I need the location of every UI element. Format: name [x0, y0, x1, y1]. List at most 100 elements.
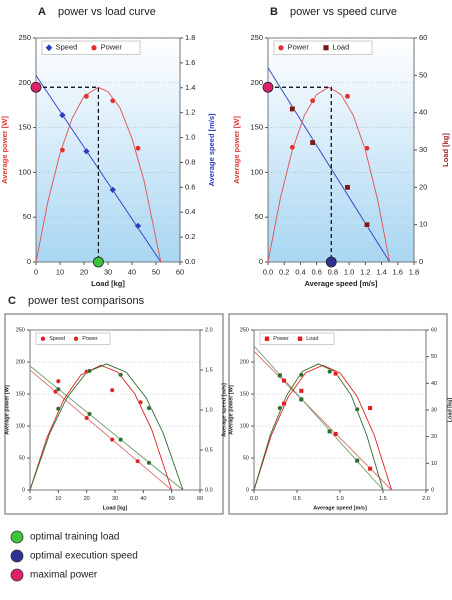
y-tick-label: 100	[250, 167, 263, 176]
x-axis-label: Load [kg]	[91, 279, 125, 288]
y2-tick-label: 10	[431, 461, 437, 467]
x-tick-label: 1.4	[376, 267, 386, 276]
y-tick-label: 150	[18, 123, 31, 132]
data-point	[289, 144, 296, 151]
panel-title: power vs load curve	[58, 6, 156, 18]
legend-marker	[91, 45, 97, 51]
legend-box	[273, 40, 373, 55]
data-point	[109, 387, 115, 393]
legend-swatch	[10, 568, 24, 582]
y-tick-label: 150	[240, 391, 249, 397]
y-tick-label: 50	[255, 212, 263, 221]
y2-tick-label: 10	[419, 220, 427, 229]
x-tick-label: 0	[28, 496, 31, 502]
legend-label: Power	[82, 336, 98, 342]
legend-label: optimal training load	[30, 532, 120, 543]
data-point	[333, 431, 339, 437]
y2-tick-label: 2.0	[205, 327, 213, 333]
data-point	[146, 405, 152, 411]
y-axis-label: Average power [W]	[0, 116, 9, 184]
x-axis-label: Average speed [m/s]	[313, 505, 367, 511]
data-point	[118, 372, 124, 378]
y-tick-label: 0	[259, 257, 263, 266]
x-tick-label: 0	[34, 267, 38, 276]
optimum-guide	[36, 86, 99, 262]
y-tick-label: 250	[16, 327, 25, 333]
data-point	[298, 372, 304, 378]
data-point	[146, 460, 152, 466]
x-tick-label: 1.8	[409, 267, 419, 276]
legend-label: Load	[333, 43, 350, 52]
y-tick-label: 200	[18, 78, 31, 87]
legend-marker	[323, 45, 329, 51]
data-point	[364, 221, 370, 228]
y-tick-label: 50	[19, 455, 25, 461]
legend-box	[35, 332, 111, 345]
data-point	[327, 428, 333, 434]
y2-tick-label: 50	[431, 354, 437, 360]
fit-line	[267, 67, 391, 263]
data-point	[327, 369, 333, 374]
y2-tick-label: 1.8	[185, 33, 195, 42]
x-tick-label: 30	[104, 267, 112, 276]
y2-tick-label: 0.2	[185, 232, 195, 241]
y2-tick-label: 0.8	[185, 157, 195, 166]
y2-axis-label: Load [kg]	[447, 397, 452, 422]
y-tick-label: 200	[240, 359, 249, 365]
y2-tick-label: 40	[419, 108, 427, 117]
plot-area	[267, 37, 415, 263]
data-point	[281, 378, 287, 384]
legend-label: Power	[101, 43, 123, 52]
y-tick-label: 100	[240, 423, 249, 429]
y2-tick-label: 30	[419, 145, 427, 154]
data-point	[354, 407, 360, 412]
fit-line	[35, 86, 162, 263]
legend-label: Speed	[56, 43, 78, 52]
y2-axis-label: Average speed [m/s]	[221, 383, 227, 437]
y2-tick-label: 0.4	[185, 207, 195, 216]
panel-title: power vs speed curve	[290, 6, 397, 18]
y-tick-label: 150	[250, 123, 263, 132]
y2-axis-label: Load [kg]	[441, 133, 450, 167]
y2-tick-label: 50	[419, 70, 427, 79]
x-tick-label: 20	[84, 496, 90, 502]
y-tick-label: 50	[243, 455, 249, 461]
legend-marker	[278, 45, 284, 51]
fit-line	[29, 364, 173, 491]
x-tick-label: 60	[197, 496, 203, 502]
legend-box	[41, 40, 141, 55]
y2-tick-label: 40	[431, 381, 437, 387]
x-tick-label: 0.5	[293, 496, 301, 502]
data-point	[367, 466, 373, 472]
legend-box	[259, 332, 335, 345]
y2-tick-label: 20	[431, 434, 437, 440]
data-point	[82, 147, 90, 155]
y2-tick-label: 0.0	[185, 257, 195, 266]
optimum-y-marker	[262, 81, 274, 93]
x-tick-label: 0.2	[279, 267, 289, 276]
y2-tick-label: 1.4	[185, 83, 195, 92]
legend-swatch	[10, 549, 24, 563]
y-tick-label: 100	[18, 167, 31, 176]
fit-line	[29, 365, 184, 491]
legend-marker	[45, 44, 53, 52]
data-point	[298, 388, 304, 394]
x-tick-label: 50	[152, 267, 160, 276]
data-point	[281, 401, 287, 406]
optimum-y-marker	[30, 81, 42, 93]
legend-marker	[40, 336, 46, 341]
y2-tick-label: 60	[419, 33, 427, 42]
x-tick-label: 10	[55, 496, 61, 502]
fit-line	[267, 86, 391, 263]
fit-line	[253, 364, 393, 491]
y2-tick-label: 20	[419, 182, 427, 191]
optimum-guide	[268, 86, 332, 262]
y2-tick-label: 1.2	[185, 108, 195, 117]
data-point	[58, 111, 66, 119]
x-tick-label: 20	[80, 267, 88, 276]
y-axis-label: Average power [W]	[232, 116, 241, 184]
data-point	[354, 458, 360, 464]
x-tick-label: 0.0	[250, 496, 258, 502]
